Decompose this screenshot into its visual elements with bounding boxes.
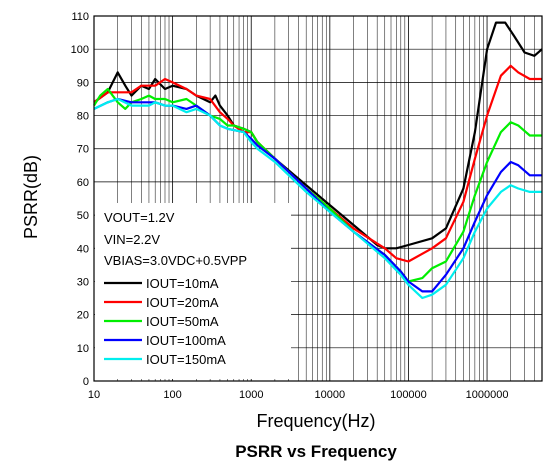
legend-label: IOUT=10mA <box>146 276 219 291</box>
y-tick-label: 20 <box>77 310 89 322</box>
y-tick-labels: 0 10 20 30 40 50 60 70 80 90 100 110 <box>71 11 89 388</box>
y-tick-label: 80 <box>77 111 89 123</box>
y-tick-label: 40 <box>77 243 89 255</box>
y-tick-label: 60 <box>77 177 89 189</box>
x-tick-label: 1000 <box>239 389 263 401</box>
x-axis-title: Frequency(Hz) <box>256 411 375 431</box>
y-tick-label: 110 <box>71 11 89 23</box>
series-line <box>93 97 542 300</box>
y-tick-label: 70 <box>77 144 89 156</box>
y-tick-label: 30 <box>77 276 89 288</box>
y-axis-title: PSRR(dB) <box>21 155 41 239</box>
y-tick-label: 50 <box>77 210 89 222</box>
legend-label: IOUT=50mA <box>146 314 219 329</box>
x-tick-label: 10 <box>88 389 100 401</box>
legend-box <box>95 203 291 379</box>
series-line <box>93 87 542 283</box>
legend-label: IOUT=100mA <box>146 333 226 348</box>
condition-vout: VOUT=1.2V <box>104 210 175 225</box>
plot-frame <box>93 15 543 382</box>
condition-vbias: VBIAS=3.0VDC+0.5VPP <box>104 253 247 268</box>
chart-title: PSRR vs Frequency <box>235 442 397 461</box>
legend-label: IOUT=20mA <box>146 295 219 310</box>
x-tick-label: 1000000 <box>466 389 509 401</box>
x-tick-label: 10000 <box>315 389 346 401</box>
y-tick-label: 90 <box>77 77 89 89</box>
condition-vin: VIN=2.2V <box>104 232 160 247</box>
x-tick-labels: 10 100 1000 10000 100000 1000000 <box>88 389 509 401</box>
y-tick-label: 10 <box>77 343 89 355</box>
legend-label: IOUT=150mA <box>146 352 226 367</box>
y-tick-label: 100 <box>71 44 89 56</box>
x-tick-label: 100000 <box>390 389 427 401</box>
series-lines <box>93 21 543 300</box>
y-tick-label: 0 <box>83 376 89 388</box>
legend: IOUT=10mA IOUT=20mA IOUT=50mA IOUT=100mA IOU… <box>104 276 226 367</box>
x-tick-label: 100 <box>163 389 181 401</box>
